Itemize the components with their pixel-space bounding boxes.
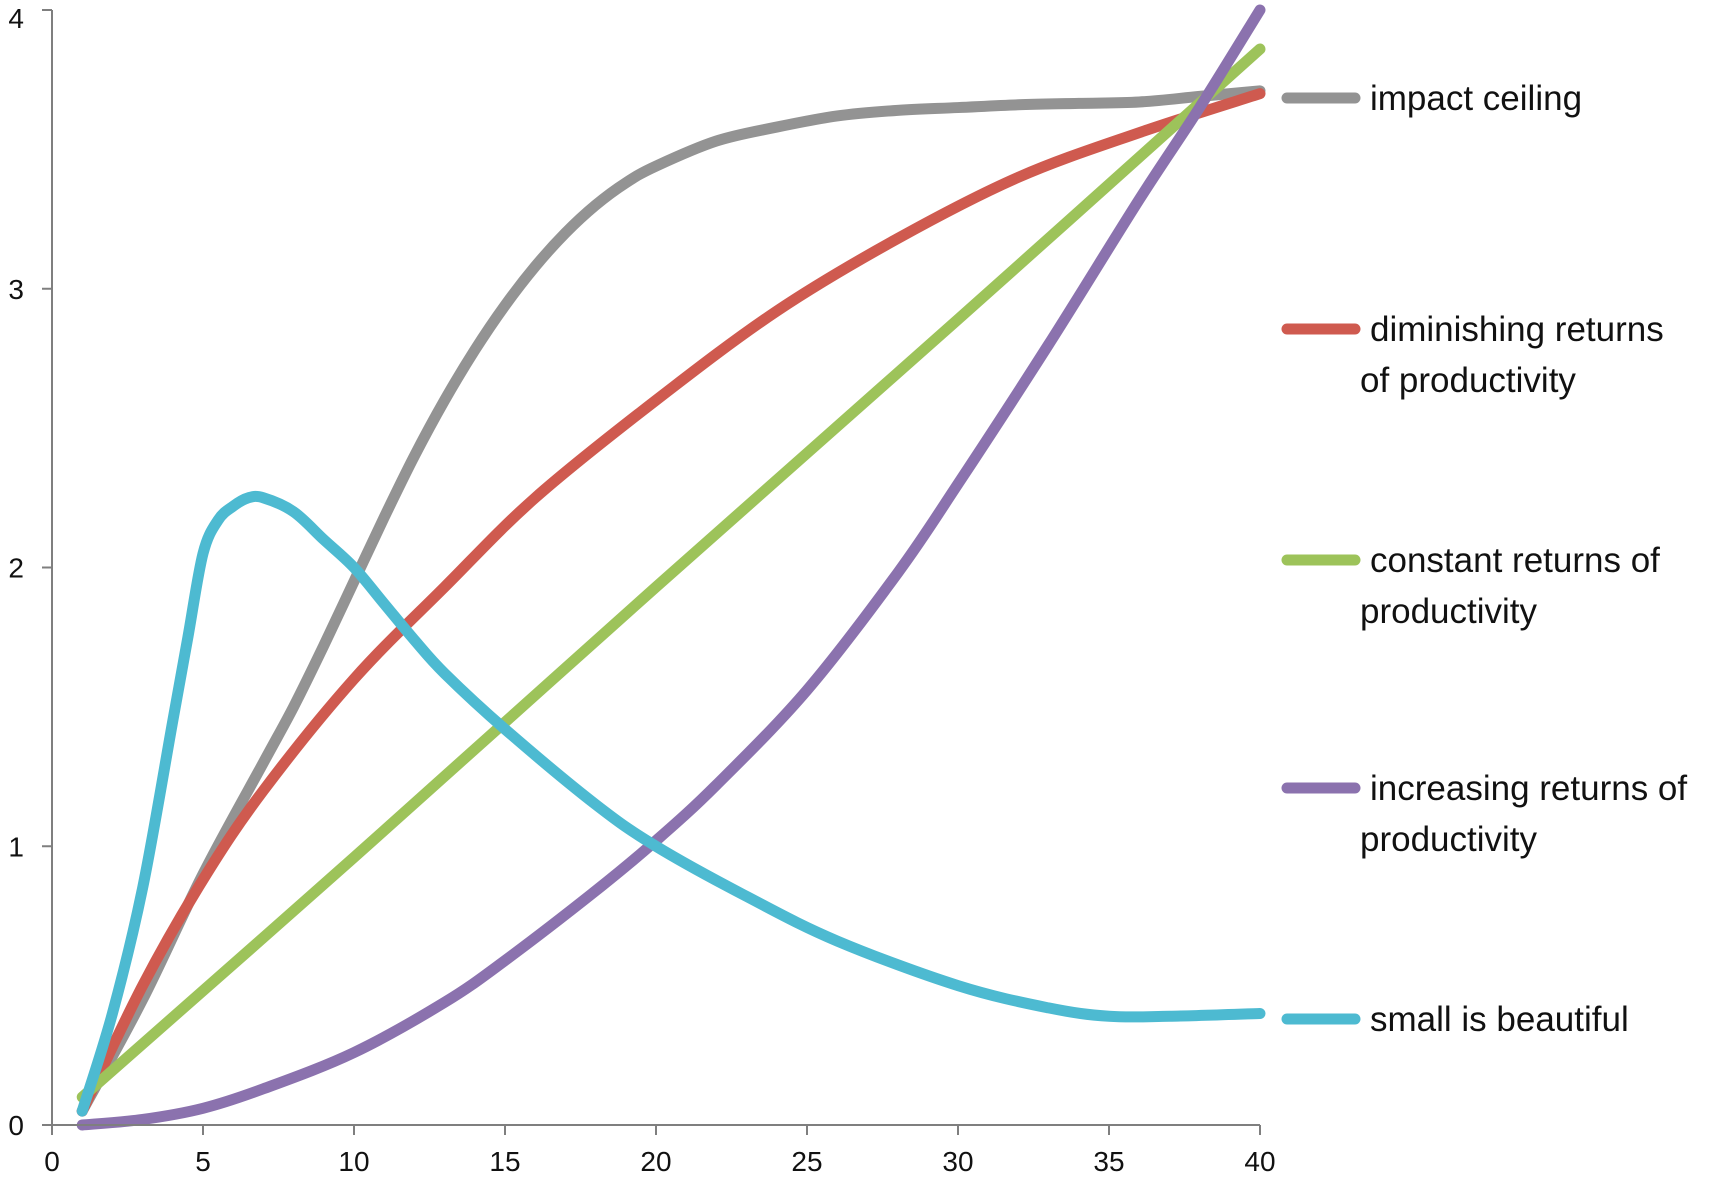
- legend-item: increasing returns of productivity: [1281, 769, 1687, 859]
- legend-label: increasing returns of: [1370, 769, 1687, 808]
- legend: impact ceiling diminishing returns of prod…: [1281, 79, 1687, 1039]
- y-tick-label: 2: [8, 553, 24, 584]
- y-tick-label: 0: [8, 1110, 24, 1141]
- legend-item: impact ceiling: [1281, 79, 1582, 118]
- legend-item: constant returns of productivity: [1281, 541, 1660, 631]
- y-tick-label: 4: [8, 3, 24, 34]
- legend-label: productivity: [1360, 592, 1538, 631]
- x-tick-label: 15: [489, 1146, 520, 1177]
- x-tick-label: 20: [640, 1146, 671, 1177]
- axes-layer: 0 5 10 15 20 25 30 35 40 0 1 2 3 4: [8, 3, 1275, 1177]
- x-tick-label: 30: [942, 1146, 973, 1177]
- x-tick-label: 35: [1093, 1146, 1124, 1177]
- legend-label: constant returns of: [1370, 541, 1660, 580]
- x-tick-label: 10: [338, 1146, 369, 1177]
- legend-label: small is beautiful: [1370, 1000, 1629, 1039]
- legend-item: diminishing returns of productivity: [1281, 310, 1664, 400]
- series-line-increasing-returns-of-productivity: [76, 4, 1266, 1131]
- legend-label: diminishing returns: [1370, 310, 1664, 349]
- series-line-impact-ceiling: [76, 85, 1266, 1117]
- x-tick-label: 25: [791, 1146, 822, 1177]
- series-line-small-is-beautiful: [76, 490, 1266, 1117]
- series-line-constant-returns-of-productivity: [76, 43, 1266, 1103]
- legend-item: small is beautiful: [1281, 1000, 1629, 1039]
- y-tick-label: 3: [8, 274, 24, 305]
- x-tick-label: 40: [1244, 1146, 1275, 1177]
- series-line-diminishing-returns-of-productivity: [76, 88, 1266, 1117]
- series-layer: [76, 4, 1266, 1131]
- legend-label: of productivity: [1360, 361, 1576, 400]
- x-tick-label: 0: [44, 1146, 60, 1177]
- legend-label: impact ceiling: [1370, 79, 1582, 118]
- legend-label: productivity: [1360, 820, 1538, 859]
- x-tick-label: 5: [195, 1146, 211, 1177]
- y-tick-label: 1: [8, 831, 24, 862]
